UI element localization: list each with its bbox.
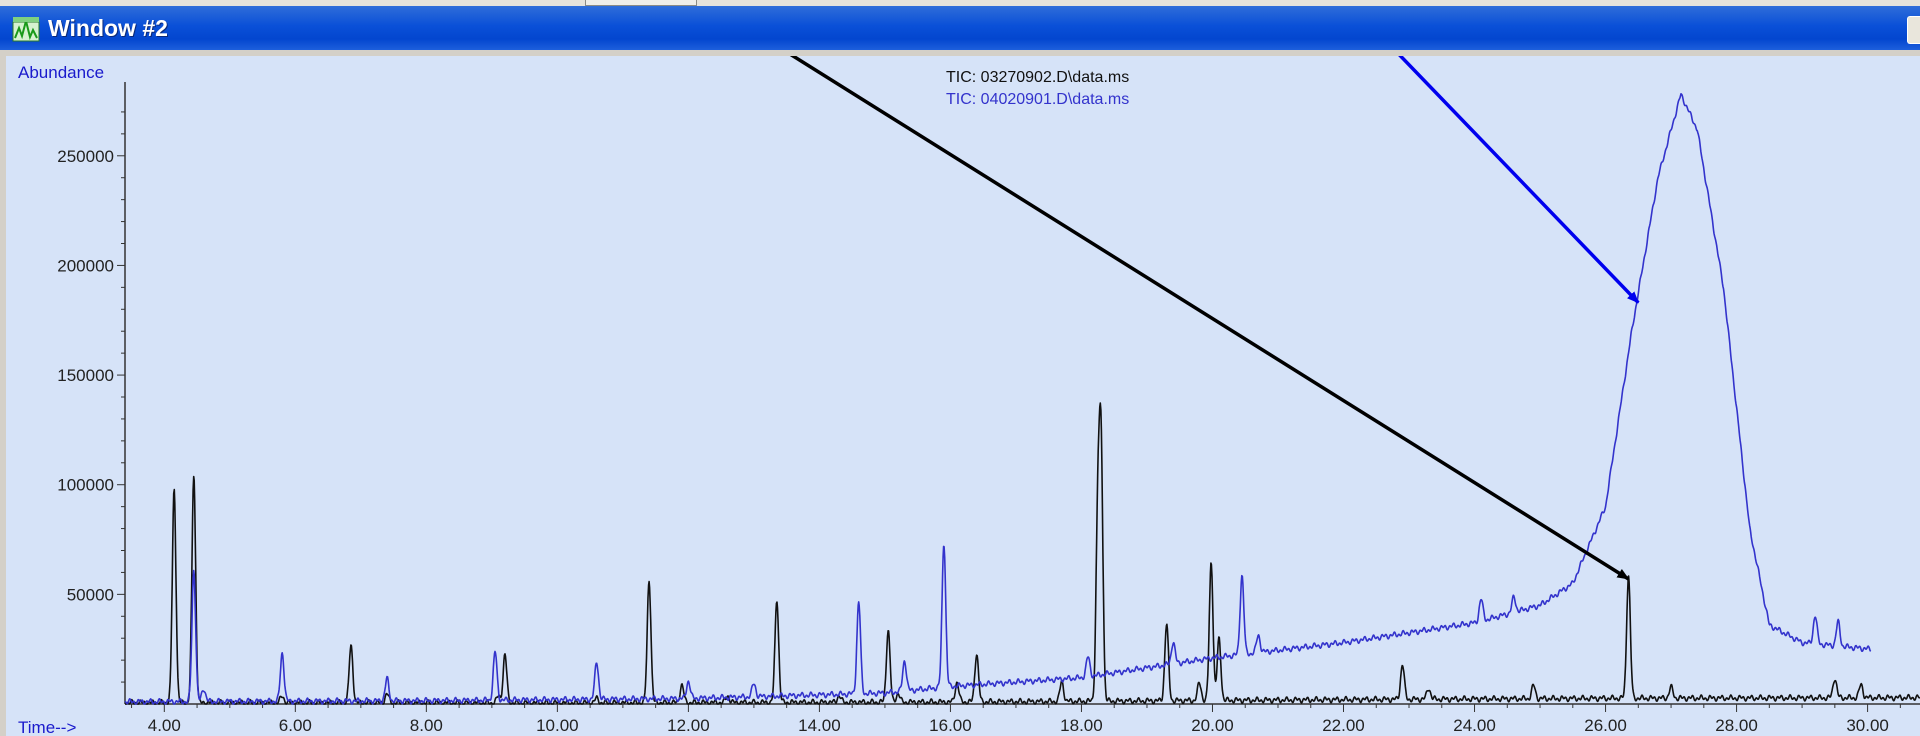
x-tick-label: 24.00 bbox=[1453, 716, 1496, 735]
y-tick-label: 150000 bbox=[57, 366, 114, 385]
window-control-button[interactable] bbox=[1907, 16, 1920, 44]
x-tick-label: 18.00 bbox=[1060, 716, 1103, 735]
x-tick-label: 14.00 bbox=[798, 716, 841, 735]
y-tick-label: 250000 bbox=[57, 147, 114, 166]
x-tick-label: 8.00 bbox=[410, 716, 443, 735]
x-tick-label: 10.00 bbox=[536, 716, 579, 735]
background-tab[interactable] bbox=[585, 0, 697, 6]
y-tick-label: 100000 bbox=[57, 476, 114, 495]
chromatogram-icon bbox=[12, 17, 40, 42]
window-title: Window #2 bbox=[48, 15, 168, 41]
legend-entry: TIC: 04020901.D\data.ms bbox=[946, 91, 1129, 108]
x-tick-label: 20.00 bbox=[1191, 716, 1234, 735]
x-tick-label: 26.00 bbox=[1584, 716, 1627, 735]
annotation-arrow bbox=[1398, 56, 1640, 304]
x-tick-label: 30.00 bbox=[1846, 716, 1889, 735]
x-tick-label: 6.00 bbox=[279, 716, 312, 735]
chromatogram-chart: Abundance Time--> 50000 100000 150000 20000… bbox=[18, 56, 1920, 736]
x-tick-label: 4.00 bbox=[148, 716, 181, 735]
y-axis-label: Abundance bbox=[18, 63, 104, 82]
series-trace bbox=[124, 402, 1920, 705]
y-tick-label: 50000 bbox=[67, 585, 114, 604]
desktop-strip bbox=[0, 0, 1920, 6]
x-tick-label: 12.00 bbox=[667, 716, 710, 735]
legend-entry: TIC: 03270902.D\data.ms bbox=[946, 69, 1129, 86]
title-bar[interactable]: Window #2 bbox=[0, 6, 1920, 50]
series-trace bbox=[124, 93, 1872, 705]
annotation-arrow bbox=[789, 56, 1630, 581]
x-tick-label: 28.00 bbox=[1715, 716, 1758, 735]
x-axis-label: Time--> bbox=[18, 718, 76, 736]
y-tick-label: 200000 bbox=[57, 256, 114, 275]
plot-area: Abundance Time--> 50000 100000 150000 20000… bbox=[6, 56, 1920, 736]
x-tick-label: 16.00 bbox=[929, 716, 972, 735]
x-tick-label: 22.00 bbox=[1322, 716, 1365, 735]
chromatogram-window: Window #2 Abundance Time--> 50000 100000 1… bbox=[0, 6, 1920, 736]
